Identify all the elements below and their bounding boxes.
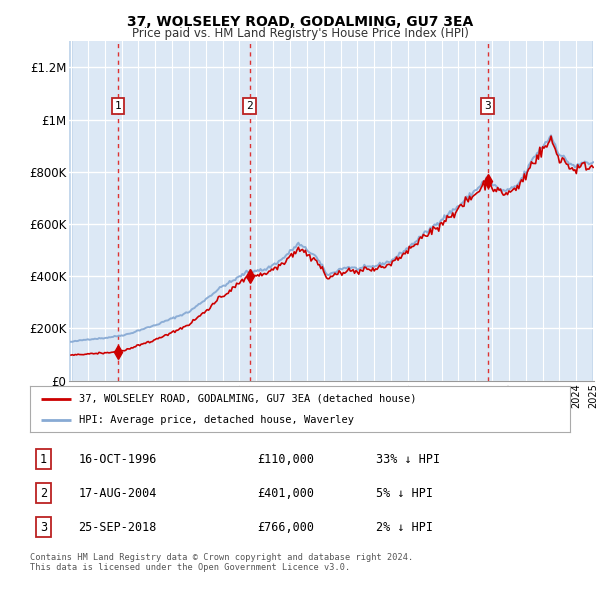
Text: 1: 1	[40, 453, 47, 466]
Text: Contains HM Land Registry data © Crown copyright and database right 2024.
This d: Contains HM Land Registry data © Crown c…	[30, 553, 413, 572]
Bar	[592, 41, 596, 381]
Text: 2% ↓ HPI: 2% ↓ HPI	[376, 521, 433, 534]
Text: 3: 3	[484, 101, 491, 111]
Text: 2: 2	[247, 101, 253, 111]
Text: 5% ↓ HPI: 5% ↓ HPI	[376, 487, 433, 500]
Text: 1: 1	[115, 101, 121, 111]
Text: HPI: Average price, detached house, Waverley: HPI: Average price, detached house, Wave…	[79, 415, 353, 425]
Bar	[69, 41, 73, 381]
Text: £110,000: £110,000	[257, 453, 314, 466]
Text: 37, WOLSELEY ROAD, GODALMING, GU7 3EA: 37, WOLSELEY ROAD, GODALMING, GU7 3EA	[127, 15, 473, 29]
Text: 33% ↓ HPI: 33% ↓ HPI	[376, 453, 440, 466]
Text: 16-OCT-1996: 16-OCT-1996	[79, 453, 157, 466]
Text: £401,000: £401,000	[257, 487, 314, 500]
Text: 2: 2	[40, 487, 47, 500]
Text: 3: 3	[40, 521, 47, 534]
Text: £766,000: £766,000	[257, 521, 314, 534]
Text: Price paid vs. HM Land Registry's House Price Index (HPI): Price paid vs. HM Land Registry's House …	[131, 27, 469, 40]
Text: 17-AUG-2004: 17-AUG-2004	[79, 487, 157, 500]
Text: 25-SEP-2018: 25-SEP-2018	[79, 521, 157, 534]
Text: 37, WOLSELEY ROAD, GODALMING, GU7 3EA (detached house): 37, WOLSELEY ROAD, GODALMING, GU7 3EA (d…	[79, 394, 416, 404]
